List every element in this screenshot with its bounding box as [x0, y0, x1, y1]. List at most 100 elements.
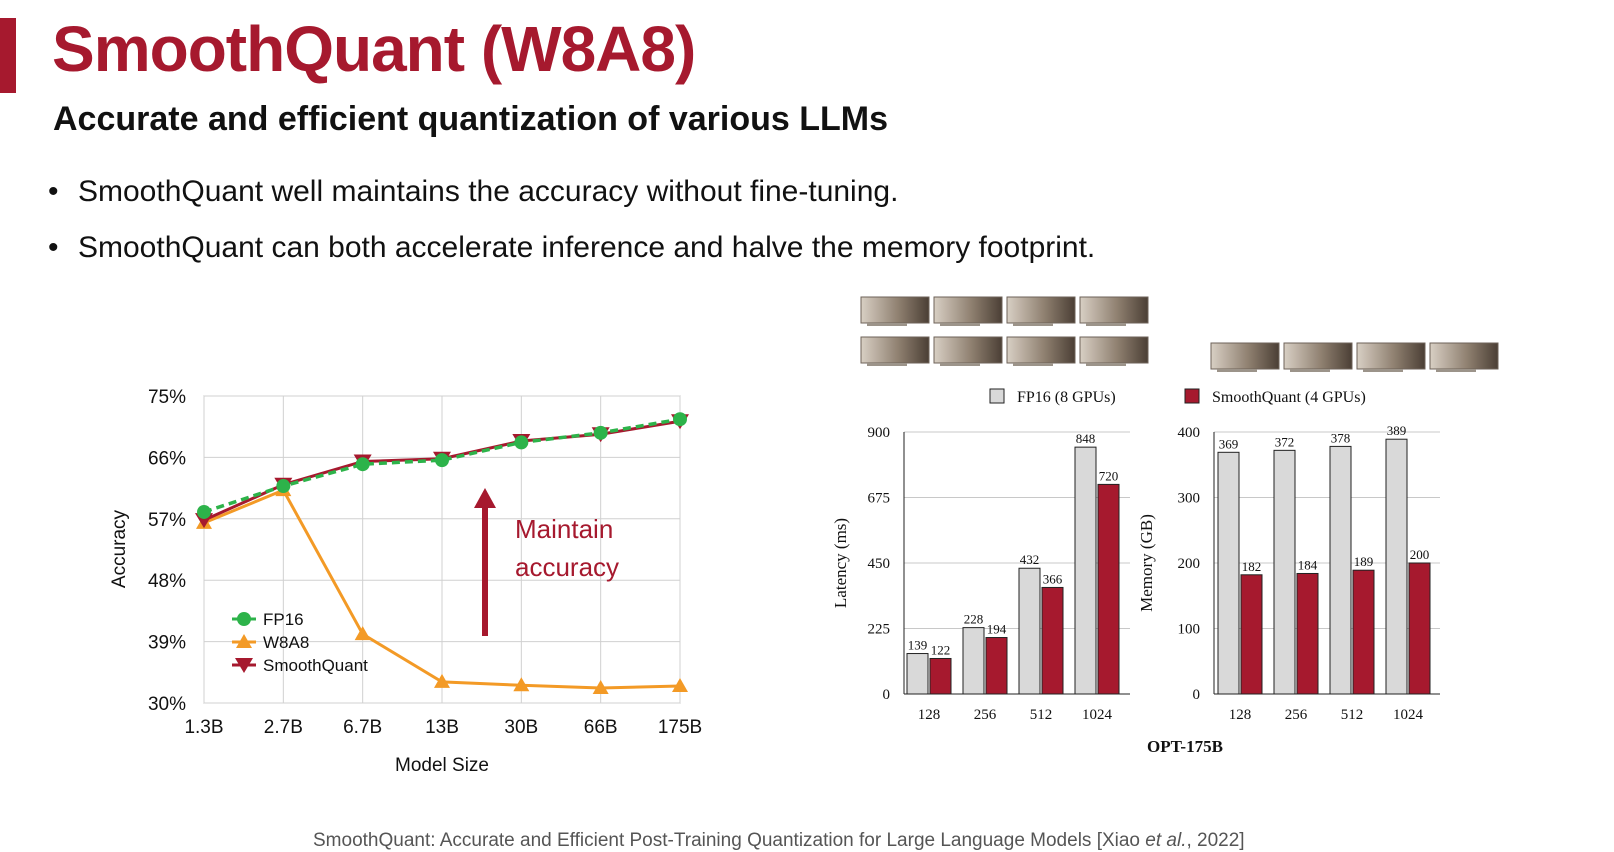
memory-chart: 0 100 200 300 400 369 182 128 372 184 256 378 189 512…: [1137, 423, 1440, 723]
data-label-fp16: 378: [1331, 430, 1351, 445]
bullet-item: • SmoothQuant can both accelerate inferen…: [48, 228, 1095, 284]
gpu-body: [1210, 342, 1280, 370]
citation-main: SmoothQuant: Accurate and Efficient Post…: [313, 830, 1146, 851]
gpu-icon: [860, 336, 930, 366]
data-point: [672, 677, 688, 692]
x-tick-label: 1024: [1082, 707, 1113, 723]
bar-smoothquant: [929, 657, 952, 695]
bar-fp16: [1074, 446, 1097, 695]
gpu-bracket: [1436, 369, 1476, 372]
legend-swatch-fp16: [989, 388, 1005, 404]
arrow-up-icon: [474, 488, 496, 508]
data-label-fp16: 389: [1387, 423, 1407, 438]
bullet-text: SmoothQuant can both accelerate inferenc…: [78, 231, 1096, 264]
x-tick-label: 256: [974, 707, 997, 723]
legend-label: W8A8: [263, 633, 309, 652]
data-label-smoothquant: 720: [1099, 468, 1119, 483]
gpu-body: [1006, 296, 1076, 324]
gpu-icon: [1079, 296, 1149, 326]
y-tick-label: 450: [868, 556, 891, 572]
y-tick-label: 39%: [148, 633, 186, 654]
data-label-fp16: 139: [908, 638, 928, 653]
y-tick-label: 48%: [148, 571, 186, 592]
gpu-bracket: [940, 323, 980, 326]
y-tick-label: 100: [1178, 622, 1201, 638]
bar-fp16: [962, 627, 985, 695]
gpu-body: [933, 336, 1003, 364]
bar-fp16: [906, 653, 929, 695]
data-point: [236, 634, 252, 648]
data-point: [435, 453, 449, 468]
gpu-body: [1356, 342, 1426, 370]
slide-subtitle: Accurate and efficient quantization of v…: [53, 100, 888, 138]
x-tick-label: 512: [1341, 707, 1364, 723]
bar-fp16: [1329, 445, 1352, 695]
y-tick-label: 200: [1178, 556, 1201, 572]
x-tick-label: 128: [918, 707, 941, 723]
title-accent-bar: [0, 18, 16, 93]
gpu-bracket: [1013, 323, 1053, 326]
gpu-icon: [1429, 342, 1499, 372]
bullet-item: • SmoothQuant well maintains the accuracy…: [48, 172, 1095, 228]
bar-smoothquant: [1408, 562, 1431, 695]
data-point: [434, 673, 450, 688]
data-point: [235, 658, 253, 673]
bar-smoothquant: [1352, 569, 1375, 695]
gpu-icon: [933, 296, 1003, 326]
data-point: [593, 425, 608, 440]
gpu-bracket: [1013, 363, 1053, 366]
data-point: [673, 412, 687, 427]
bar-smoothquant: [985, 637, 1008, 695]
x-tick-label: 2.7B: [264, 717, 303, 738]
bullet-dot-icon: •: [48, 175, 59, 208]
data-point: [514, 435, 529, 450]
x-tick-label: 1024: [1393, 707, 1424, 723]
y-tick-label: 57%: [148, 510, 186, 531]
legend-label: FP16: [263, 610, 304, 629]
y-tick-label: 30%: [148, 694, 186, 715]
y-axis-title: Memory (GB): [1137, 514, 1156, 612]
y-tick-label: 225: [868, 622, 891, 638]
gpu-icon: [860, 296, 930, 326]
data-point: [197, 504, 211, 519]
y-tick-label: 75%: [148, 387, 186, 408]
data-label-fp16: 369: [1219, 436, 1239, 451]
accuracy-chart: 30% 39% 48% 57% 66% 75% 1.3B 2.7B 6.7B 13B 30B 66B 1…: [109, 387, 702, 776]
gpu-body: [1079, 336, 1149, 364]
legend-label-fp16: FP16 (8 GPUs): [1017, 389, 1116, 406]
y-tick-label: 0: [1193, 687, 1201, 703]
y-axis-title: Latency (ms): [831, 518, 850, 608]
gpu-icon: [1283, 342, 1353, 372]
data-point: [513, 677, 530, 692]
x-tick-label: 30B: [504, 717, 538, 738]
y-tick-label: 300: [1178, 491, 1201, 507]
model-label: OPT-175B: [1147, 737, 1223, 756]
gpu-body: [1283, 342, 1353, 370]
y-tick-label: 900: [868, 425, 891, 441]
x-tick-label: 13B: [425, 717, 459, 738]
gpu-bracket: [1290, 369, 1330, 372]
data-label-fp16: 432: [1020, 552, 1040, 567]
x-tick-label: 66B: [584, 717, 618, 738]
data-label-fp16: 372: [1275, 434, 1295, 449]
gpu-icon: [1006, 296, 1076, 326]
bar-fp16: [1273, 449, 1296, 695]
bar-smoothquant: [1041, 586, 1064, 695]
gpu-bracket: [940, 363, 980, 366]
gpu-bracket: [1217, 369, 1257, 372]
bar-smoothquant: [1296, 572, 1319, 695]
data-label-smoothquant: 122: [931, 642, 951, 657]
bar-fp16: [1217, 451, 1240, 695]
bar-fp16: [1018, 567, 1041, 695]
gpu-bracket: [1086, 363, 1126, 366]
data-point: [354, 626, 371, 641]
data-label-smoothquant: 200: [1410, 547, 1430, 562]
legend-label-smoothquant: SmoothQuant (4 GPUs): [1212, 389, 1366, 406]
gpu-icon: [933, 336, 1003, 366]
bar-smoothquant: [1240, 574, 1263, 695]
bar-smoothquant: [1097, 483, 1120, 695]
gpu-body: [933, 296, 1003, 324]
gpu-icon: [1006, 336, 1076, 366]
data-label-fp16: 848: [1076, 431, 1096, 446]
